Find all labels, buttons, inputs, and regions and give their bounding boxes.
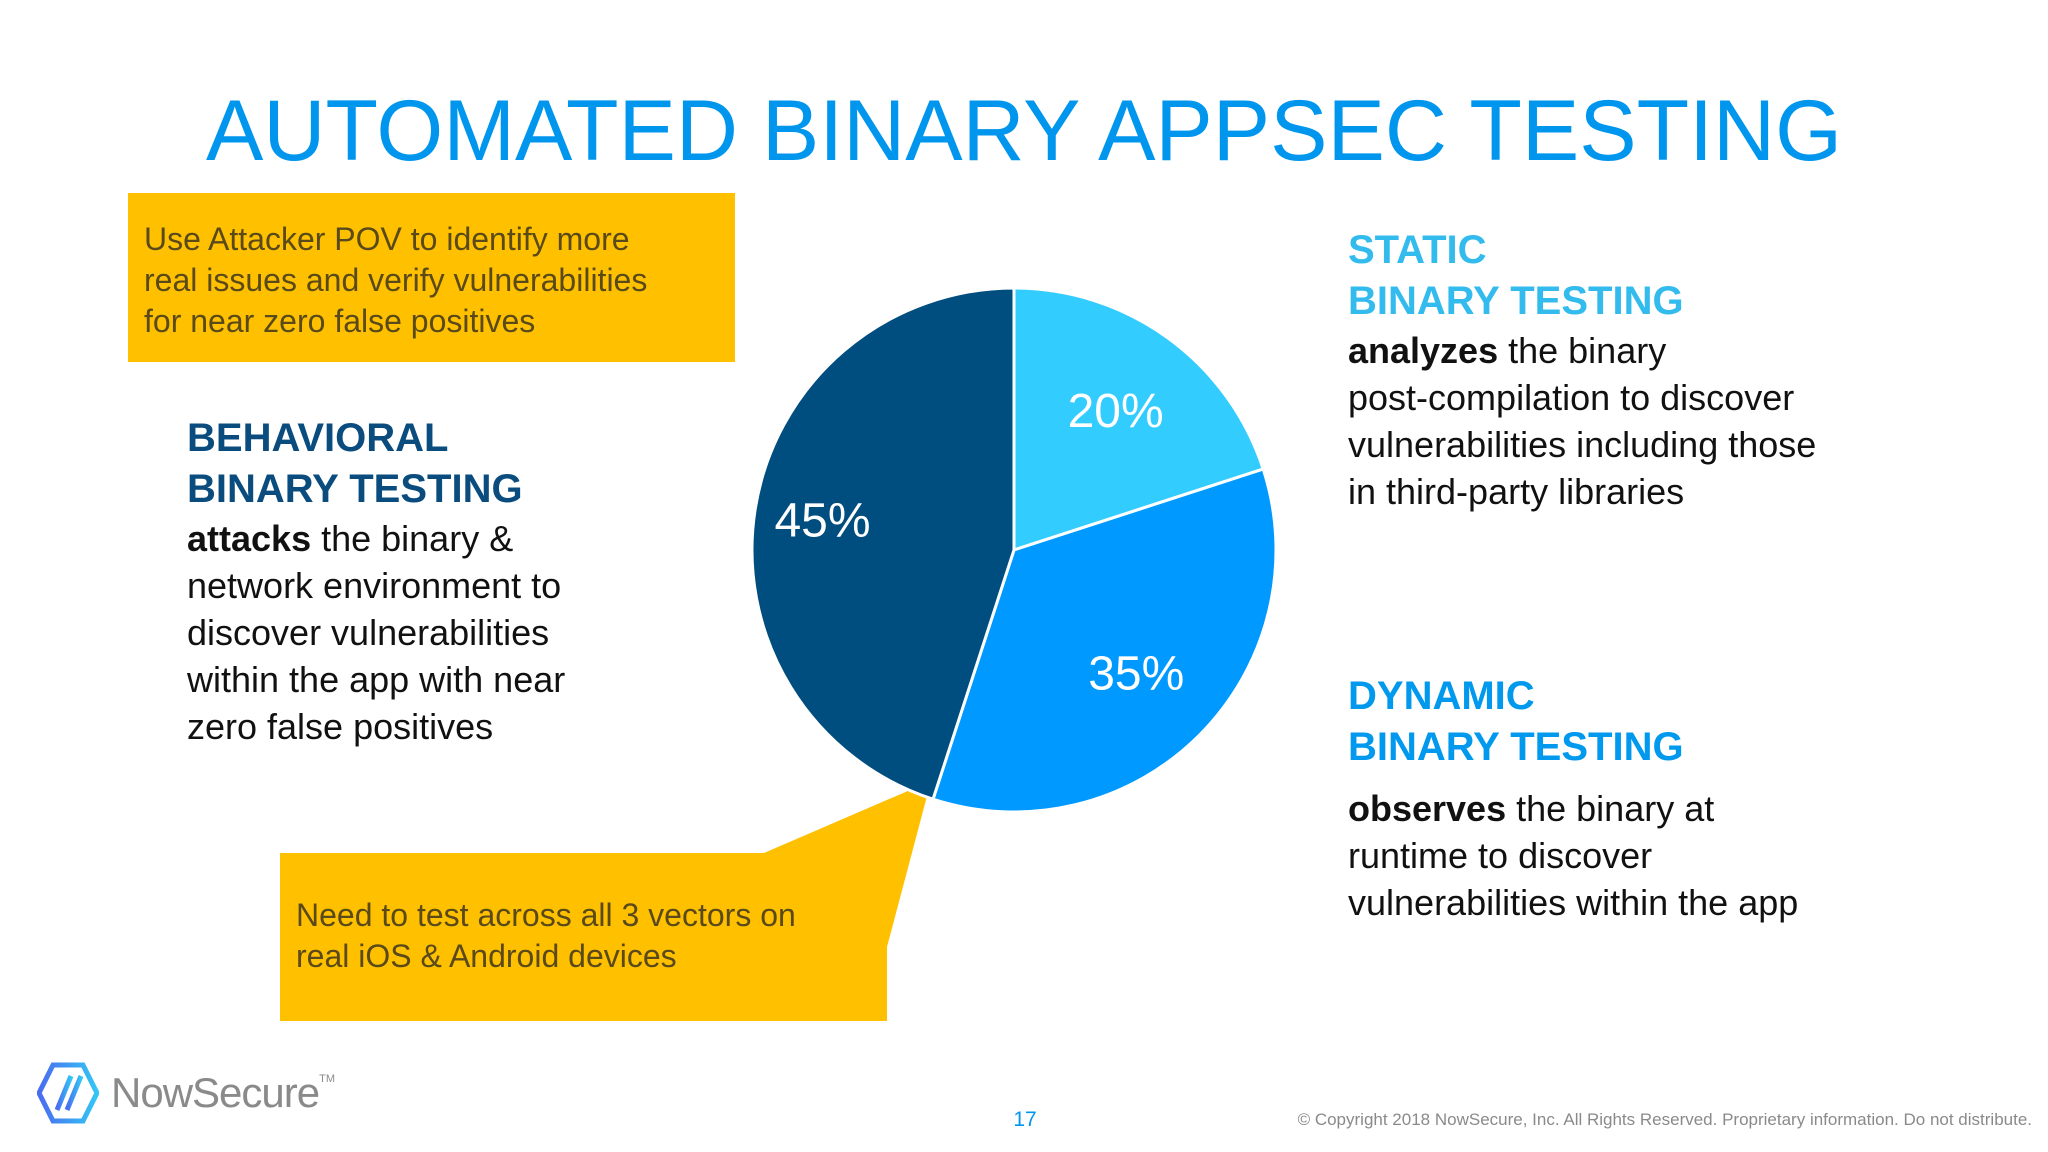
hexagon-logo-icon xyxy=(37,1062,99,1124)
body-line: vulnerabilities including those xyxy=(1348,424,1817,465)
brand-name: NowSecure xyxy=(111,1069,320,1116)
body-line: runtime to discover xyxy=(1348,835,1653,876)
nowsecure-logo: NowSecure TM xyxy=(37,1062,335,1124)
behavioral-section: BEHAVIORAL BINARY TESTING attacks the bi… xyxy=(187,413,667,750)
callout-line: real iOS & Android devices xyxy=(296,938,677,974)
body-line: post-compilation to discover xyxy=(1348,377,1795,418)
pie-slice-dynamic xyxy=(931,467,1278,814)
body-line: zero false positives xyxy=(187,706,494,747)
body-line: discover vulnerabilities xyxy=(187,612,550,653)
body-line: network environment to xyxy=(187,565,562,606)
page-number: 17 xyxy=(1013,1108,1037,1131)
section-heading: BINARY TESTING xyxy=(1348,725,1684,769)
slide-title: AUTOMATED BINARY APPSEC TESTING xyxy=(205,83,1842,179)
callout-line: for near zero false positives xyxy=(144,303,536,339)
callout-attacker-pov: Use Attacker POV to identify more real i… xyxy=(128,193,735,362)
pie-label-static: 20% xyxy=(1068,385,1164,438)
callout-line: Use Attacker POV to identify more xyxy=(144,221,630,257)
section-heading: BEHAVIORAL xyxy=(187,416,449,460)
pie-label-dynamic: 35% xyxy=(1088,647,1184,700)
static-section: STATIC BINARY TESTING analyzes the binar… xyxy=(1348,225,1908,515)
dynamic-section: DYNAMIC BINARY TESTING observes the bina… xyxy=(1348,671,1908,926)
pie-slice-behavioral xyxy=(750,286,1016,802)
copyright-notice: © Copyright 2018 NowSecure, Inc. All Rig… xyxy=(1297,1110,2032,1129)
bold-verb: observes xyxy=(1348,788,1507,829)
pie-label-behavioral: 45% xyxy=(774,495,870,548)
section-heading: BINARY TESTING xyxy=(187,467,523,511)
callout-line: real issues and verify vulnerabilities xyxy=(144,262,648,298)
bold-verb: attacks xyxy=(187,518,312,559)
body-line: in third-party libraries xyxy=(1348,471,1685,512)
body-line: the binary xyxy=(1498,330,1667,371)
pie-slice-static xyxy=(1012,286,1266,553)
body-line: the binary & xyxy=(311,518,514,559)
callout-bubble xyxy=(280,781,931,1021)
body-line: the binary at xyxy=(1506,788,1715,829)
section-heading: STATIC xyxy=(1348,228,1487,272)
callout-test-vectors: Need to test across all 3 vectors on rea… xyxy=(296,895,876,977)
body-line: vulnerabilities within the app xyxy=(1348,882,1799,923)
section-heading: BINARY TESTING xyxy=(1348,279,1684,323)
trademark: TM xyxy=(319,1073,335,1085)
section-heading: DYNAMIC xyxy=(1348,674,1535,718)
bold-verb: analyzes xyxy=(1348,330,1499,371)
body-line: within the app with near xyxy=(187,659,566,700)
callout-line: Need to test across all 3 vectors on xyxy=(296,897,796,933)
